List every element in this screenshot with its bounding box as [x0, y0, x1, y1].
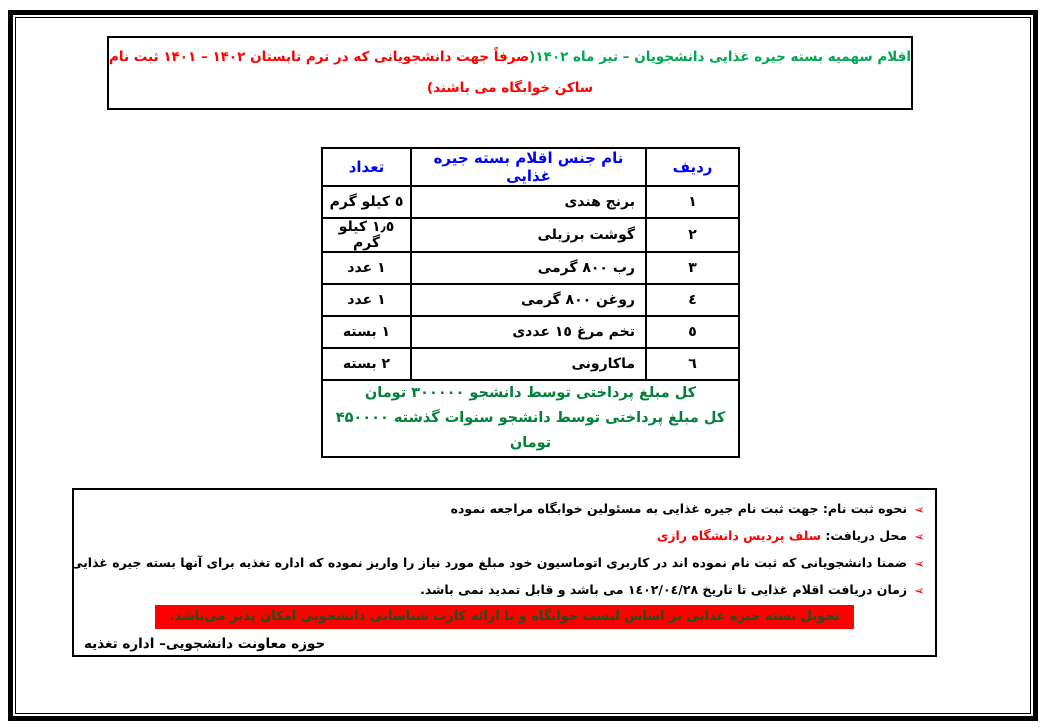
payment-total-current: کل مبلغ پرداختی توسط دانشجو ۳۰۰۰۰۰ تومان: [364, 385, 697, 401]
row-number: ٣: [645, 251, 740, 285]
notes-box: ➢ نحوه ثبت نام: جهت ثبت نام جیره غذایی به…: [72, 488, 937, 657]
note-payment: ➢ ضمنا دانشجویانی که ثبت نام نموده اند در…: [74, 550, 925, 577]
table-row: ٢ گوشت برزیلی ١٫٥ کیلو گرم: [321, 217, 740, 253]
note-pickup-value: سلف پردیس دانشگاه رازی: [656, 528, 822, 543]
note-deadline: ➢ زمان دریافت اقلام غذایی تا تاریخ ١٤٠٢/٠…: [84, 577, 925, 604]
note-pickup-location: ➢ محل دریافت: سلف پردیس دانشگاه رازی: [84, 523, 925, 550]
item-quantity: ٢ بسته: [321, 347, 412, 381]
title-line-1: اقلام سهمیه بسته جیره غذایی دانشجویان – …: [109, 42, 911, 73]
table-summary-row: کل مبلغ پرداختی توسط دانشجو ۳۰۰۰۰۰ تومان…: [321, 379, 740, 458]
rations-table: ردیف نام جنس اقلام بسته جیره غذایی تعداد…: [321, 147, 740, 458]
header-row-no: ردیف: [645, 147, 740, 187]
title-box: اقلام سهمیه بسته جیره غذایی دانشجویان – …: [107, 36, 913, 110]
note-payment-text: ضمنا دانشجویانی که ثبت نام نموده اند در …: [72, 555, 908, 570]
table-row: ٣ رب ٨٠٠ گرمی ١ عدد: [321, 251, 740, 285]
note-registration-text: جهت ثبت نام جیره غذایی به مسئولین خوابگا…: [450, 501, 823, 516]
table-row: ١ برنج هندی ٥ کیلو گرم: [321, 185, 740, 219]
row-number: ٥: [645, 315, 740, 349]
note-registration-label: نحوه ثبت نام:: [822, 501, 908, 516]
item-name: تخم مرغ ١٥ عددی: [410, 315, 647, 349]
table-row: ٤ روغن ٨٠٠ گرمی ١ عدد: [321, 283, 740, 317]
title-green-text: اقلام سهمیه بسته جیره غذایی دانشجویان – …: [529, 49, 911, 65]
arrow-bullet-icon: ➢: [914, 503, 925, 518]
table-header-row: ردیف نام جنس اقلام بسته جیره غذایی تعداد: [321, 147, 740, 187]
header-item-name: نام جنس اقلام بسته جیره غذایی: [410, 147, 647, 187]
item-quantity: ١٫٥ کیلو گرم: [321, 217, 412, 253]
payment-summary: کل مبلغ پرداختی توسط دانشجو ۳۰۰۰۰۰ تومان…: [321, 379, 740, 458]
note-deadline-text: زمان دریافت اقلام غذایی تا تاریخ ١٤٠٢/٠٤…: [420, 582, 908, 597]
item-name: رب ٨٠٠ گرمی: [410, 251, 647, 285]
note-registration: ➢ نحوه ثبت نام: جهت ثبت نام جیره غذایی به…: [84, 496, 925, 523]
item-name: روغن ٨٠٠ گرمی: [410, 283, 647, 317]
item-quantity: ١ عدد: [321, 251, 412, 285]
row-number: ٢: [645, 217, 740, 253]
row-number: ١: [645, 185, 740, 219]
header-quantity: تعداد: [321, 147, 412, 187]
delivery-highlight-text: تحویل بسته جیره غذایی بر اساس لیست خوابگ…: [155, 605, 854, 629]
item-quantity: ١ عدد: [321, 283, 412, 317]
arrow-bullet-icon: ➢: [914, 584, 925, 599]
item-quantity: ١ بسته: [321, 315, 412, 349]
arrow-bullet-icon: ➢: [914, 530, 925, 545]
title-red-text: صرفاً جهت دانشجویانی که در ترم تابستان ۱…: [109, 49, 530, 65]
payment-total-previous: کل مبلغ پرداختی توسط دانشجو سنوات گذشته …: [335, 410, 726, 451]
item-name: برنج هندی: [410, 185, 647, 219]
department-signature: حوزه معاونت دانشجویی– اداره تغذیه: [84, 636, 326, 652]
row-number: ٦: [645, 347, 740, 381]
table-row: ٦ ماکارونی ٢ بسته: [321, 347, 740, 381]
item-name: گوشت برزیلی: [410, 217, 647, 253]
arrow-bullet-icon: ➢: [914, 557, 925, 572]
table-row: ٥ تخم مرغ ١٥ عددی ١ بسته: [321, 315, 740, 349]
highlight-row: تحویل بسته جیره غذایی بر اساس لیست خوابگ…: [84, 605, 925, 629]
title-red-text-line2: ساکن خوابگاه می باشند): [426, 80, 594, 96]
title-line-2: ساکن خوابگاه می باشند): [109, 73, 911, 104]
item-quantity: ٥ کیلو گرم: [321, 185, 412, 219]
row-number: ٤: [645, 283, 740, 317]
note-pickup-label: محل دریافت:: [825, 528, 908, 543]
item-name: ماکارونی: [410, 347, 647, 381]
